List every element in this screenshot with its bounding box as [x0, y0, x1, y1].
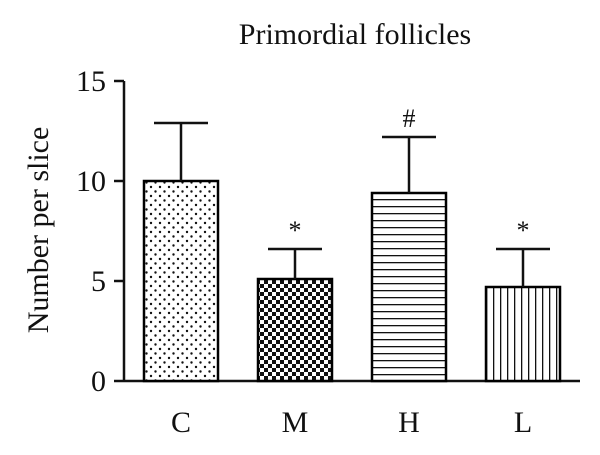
y-tick-label: 10 — [76, 165, 106, 198]
y-tick-label: 5 — [91, 265, 106, 298]
y-axis-label: Number per slice — [22, 127, 55, 334]
bar-H — [370, 191, 448, 383]
bar-L — [484, 285, 562, 383]
x-tick-label: C — [171, 406, 191, 439]
y-tick-label: 15 — [76, 65, 106, 98]
y-tick-label: 0 — [91, 365, 106, 398]
bar-M — [256, 277, 334, 383]
significance-mark-M: * — [289, 216, 302, 245]
x-tick-label: H — [398, 406, 420, 439]
x-tick-label: L — [514, 406, 532, 439]
significance-mark-L: * — [517, 216, 530, 245]
chart-title: Primordial follicles — [239, 18, 471, 51]
annotations: * # * — [289, 104, 530, 245]
x-tick-label: M — [282, 406, 309, 439]
significance-mark-H: # — [403, 104, 416, 133]
bar-C — [142, 179, 220, 383]
y-ticks: 0 5 10 15 — [76, 65, 124, 398]
error-bars — [154, 121, 550, 287]
bars — [142, 179, 562, 383]
